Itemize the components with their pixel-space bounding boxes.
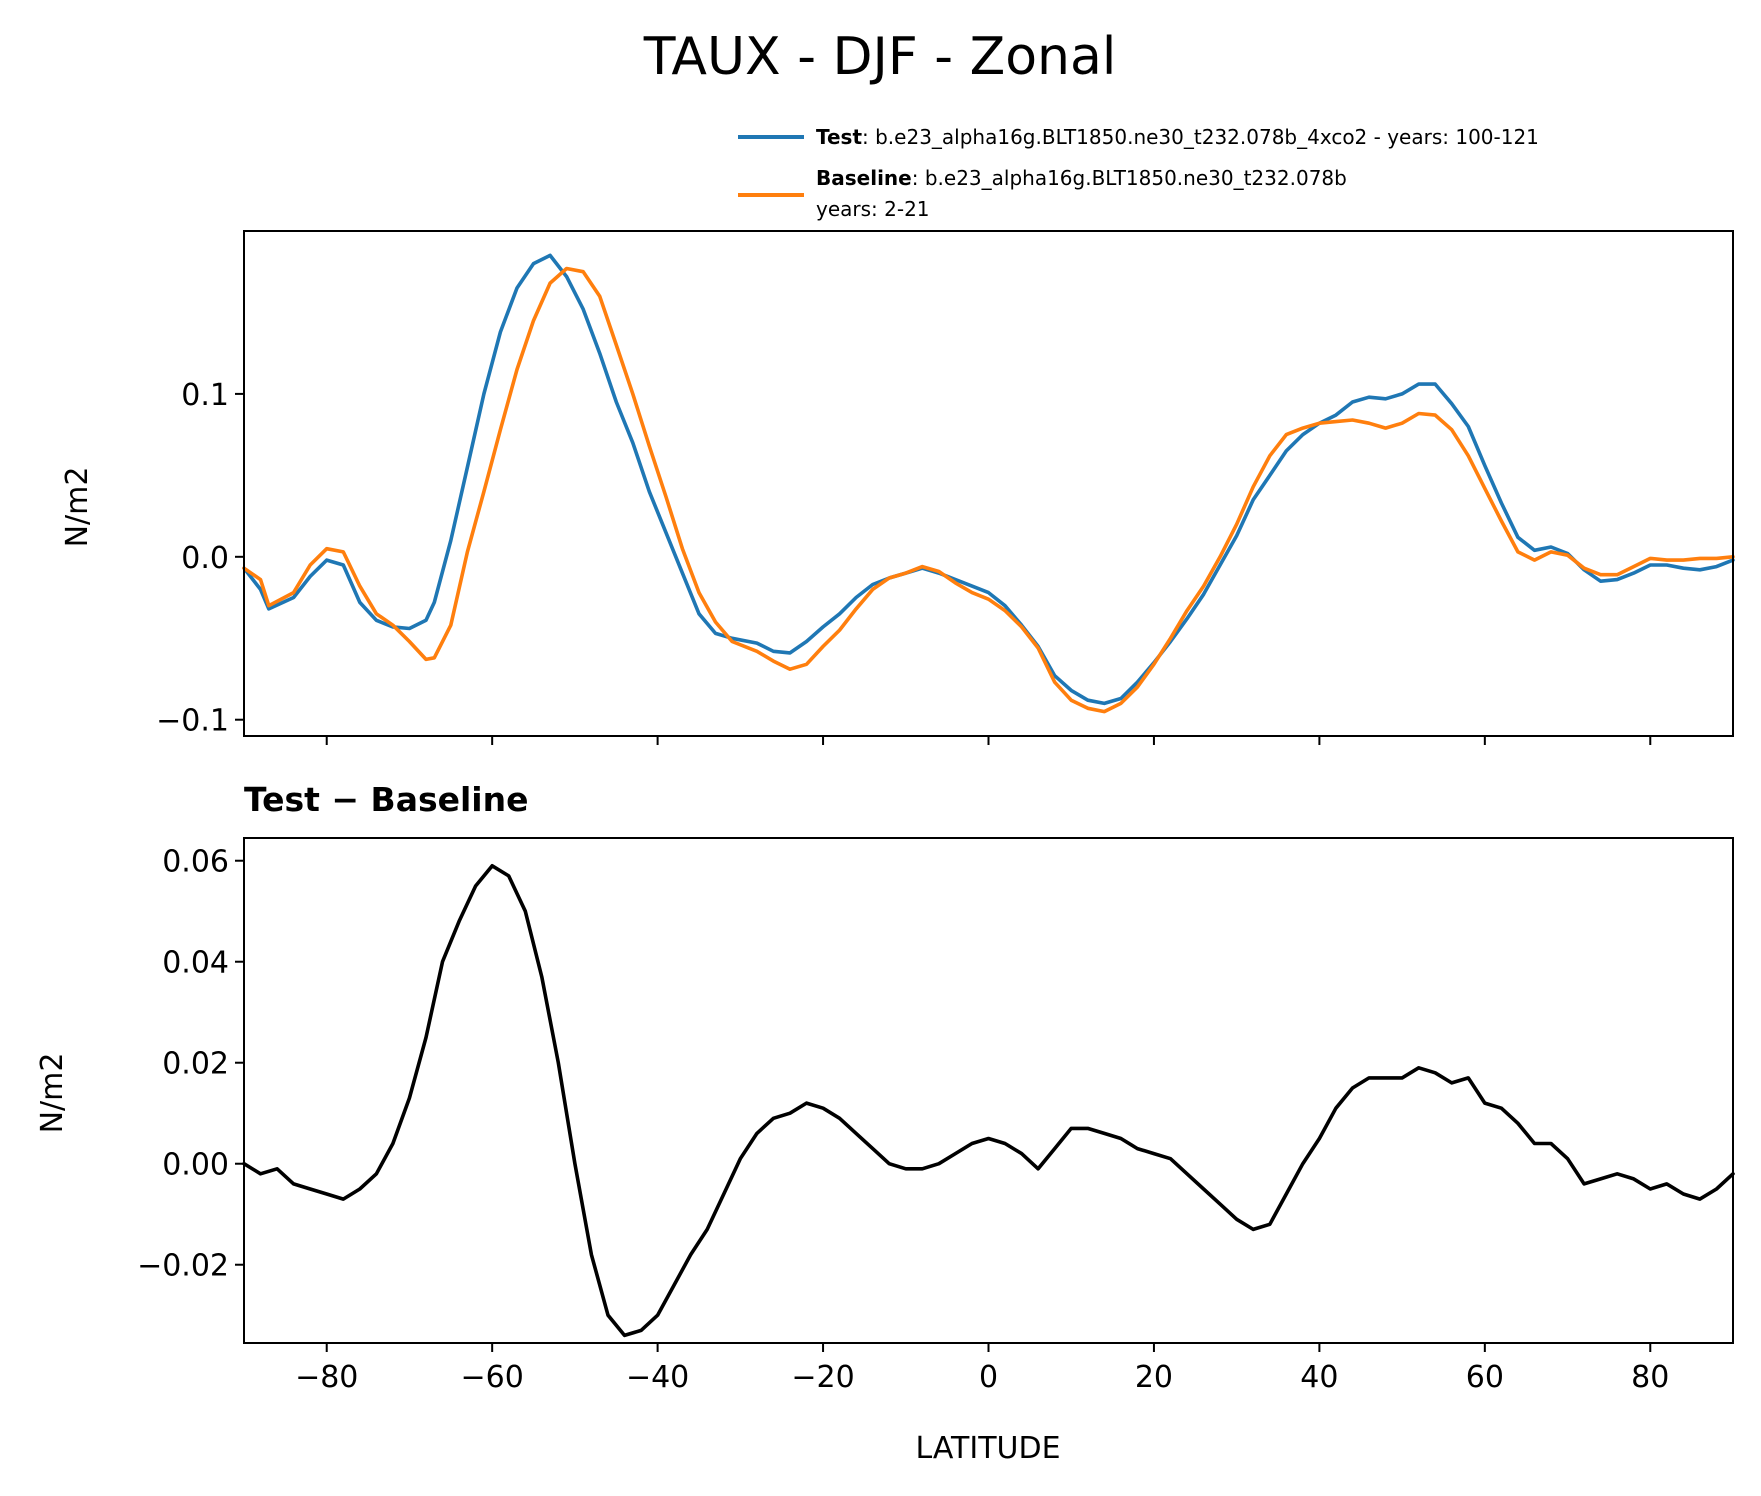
- bottom-y-tick-label: −0.02: [137, 1249, 229, 1284]
- bottom-y-tick-label: 0.04: [162, 946, 229, 981]
- top-series: [242, 253, 1735, 714]
- legend: Test: b.e23_alpha16g.BLT1850.ne30_t232.0…: [738, 125, 1539, 221]
- legend-baseline-years: years: 2-21: [816, 197, 930, 221]
- bottom-x-tick-label: 0: [979, 1360, 998, 1395]
- legend-test-label: Test: [816, 125, 862, 149]
- bottom-x-tick-label: 40: [1300, 1360, 1338, 1395]
- bottom-y-tick-label: 0.02: [162, 1047, 229, 1082]
- top-y-ticks: −0.1 0.0 0.1: [156, 378, 244, 739]
- bottom-series: [242, 864, 1735, 1338]
- top-ylabel: N/m2: [60, 467, 95, 548]
- bottom-x-tick-label: −20: [791, 1360, 854, 1395]
- top-series-test-line: [242, 253, 1735, 706]
- legend-baseline-text: : b.e23_alpha16g.BLT1850.ne30_t232.078b: [912, 166, 1347, 190]
- bottom-x-tick-label: 60: [1466, 1360, 1504, 1395]
- bottom-y-tick-label: 0.06: [162, 845, 229, 880]
- bottom-x-ticks: −80 −60 −40 −20 0 20 40 60 80: [295, 1343, 1669, 1395]
- top-x-ticks: [325, 736, 1652, 745]
- legend-baseline-entry: Baseline: b.e23_alpha16g.BLT1850.ne30_t2…: [816, 166, 1347, 190]
- bottom-panel-title: Test − Baseline: [244, 780, 529, 819]
- bottom-series-difference-line: [242, 864, 1735, 1338]
- bottom-y-tick-label: 0.00: [162, 1148, 229, 1183]
- top-y-tick-label: 0.1: [181, 378, 229, 413]
- legend-test-text: : b.e23_alpha16g.BLT1850.ne30_t232.078b_…: [862, 125, 1539, 149]
- top-panel: N/m2 −0.1 0.0 0.1: [60, 230, 1735, 745]
- bottom-x-tick-label: −40: [626, 1360, 689, 1395]
- bottom-y-ticks: −0.02 0.00 0.02 0.04 0.06: [137, 845, 244, 1284]
- top-y-tick-label: −0.1: [156, 704, 229, 739]
- top-series-baseline-line: [242, 266, 1735, 714]
- bottom-x-tick-label: −60: [461, 1360, 524, 1395]
- figure-title: TAUX - DJF - Zonal: [643, 27, 1117, 87]
- legend-baseline-label: Baseline: [816, 166, 912, 190]
- bottom-xlabel: LATITUDE: [915, 1431, 1060, 1466]
- bottom-x-tick-label: 80: [1631, 1360, 1669, 1395]
- top-y-tick-label: 0.0: [181, 541, 229, 576]
- bottom-x-tick-label: 20: [1135, 1360, 1173, 1395]
- bottom-plot-frame: [243, 837, 1734, 1344]
- bottom-x-tick-label: −80: [295, 1360, 358, 1395]
- top-plot-frame: [243, 230, 1734, 737]
- bottom-ylabel: N/m2: [35, 1053, 70, 1134]
- legend-test-entry: Test: b.e23_alpha16g.BLT1850.ne30_t232.0…: [816, 125, 1539, 149]
- bottom-panel: Test − Baseline N/m2 −0.02 0.00 0.02 0.04 0.…: [35, 780, 1735, 1466]
